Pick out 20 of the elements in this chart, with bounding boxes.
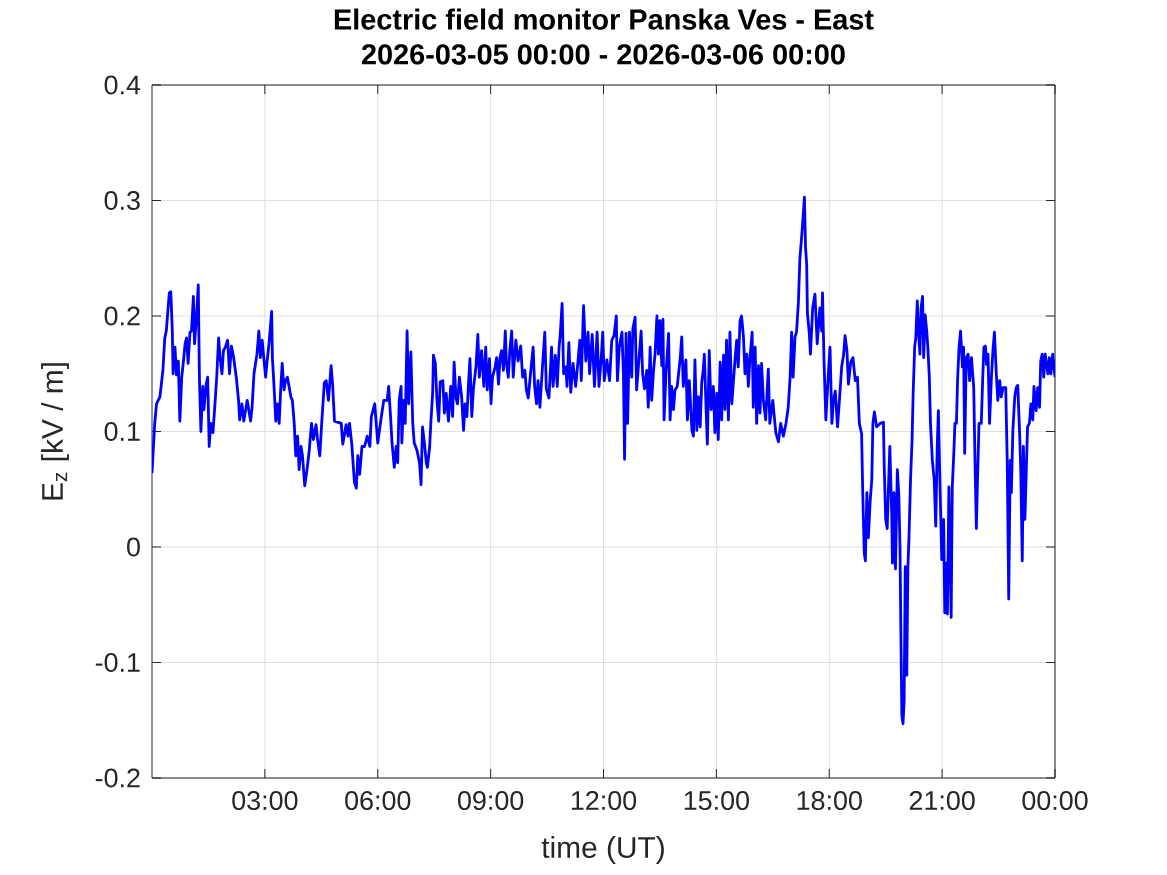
x-axis-title: time (UT) (541, 836, 664, 864)
y-tick-label: -0.1 (95, 652, 140, 673)
y-tick-label: 0.3 (104, 190, 140, 211)
y-tick-label: 0.4 (104, 75, 141, 95)
x-tick-label: 06:00 (345, 791, 411, 811)
x-tick-label: 09:00 (458, 791, 524, 811)
x-tick-label: 00:00 (1022, 791, 1088, 811)
y-tick-label: 0 (127, 537, 140, 557)
y-tick-label: -0.2 (95, 768, 140, 788)
x-tick-label: 12:00 (571, 791, 637, 811)
chart-title: Electric field monitor Panska Ves - East (334, 8, 874, 30)
y-tick-label: 0.1 (104, 421, 140, 442)
y-axis-title: E$_{z}$ [kV / m] (41, 363, 69, 500)
line-series (152, 195, 1056, 726)
chart-subtitle: 2026-03-05 00:00 - 2026-03-06 00:00 (361, 44, 845, 65)
x-tick-label: 18:00 (797, 791, 862, 811)
x-tick-label: 15:00 (684, 791, 749, 811)
y-tick-label: 0.2 (104, 306, 140, 326)
x-tick-label: 21:00 (909, 791, 975, 811)
x-tick-label: 03:00 (232, 791, 298, 811)
